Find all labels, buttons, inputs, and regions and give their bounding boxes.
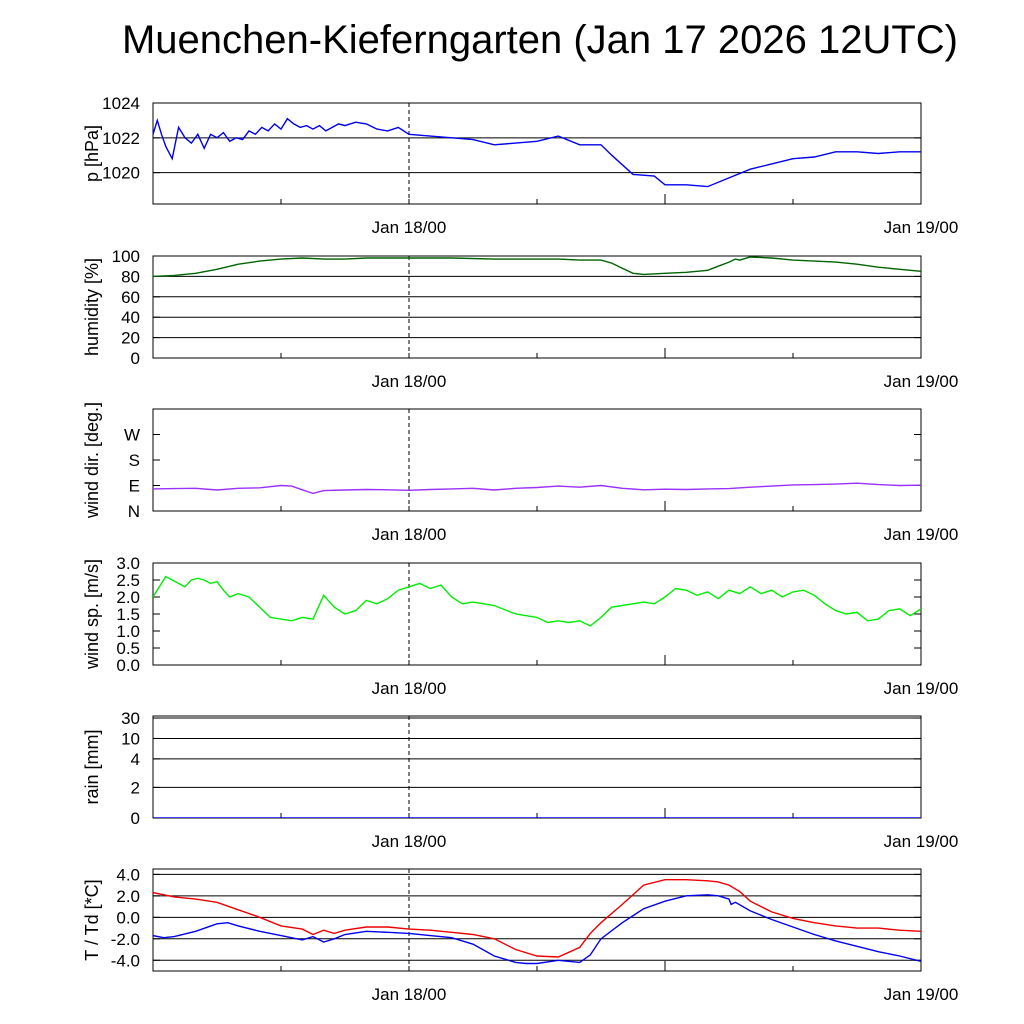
- y-tick-label: 4: [131, 750, 140, 769]
- y-tick-label: 1022: [102, 129, 140, 148]
- x-tick-label: Jan 19/00: [884, 218, 959, 237]
- y-tick-label: 10: [121, 729, 140, 748]
- y-tick-label: S: [129, 451, 140, 470]
- y-axis-label: wind dir. [deg.]: [82, 402, 102, 519]
- y-tick-label: 0.0: [116, 908, 140, 927]
- y-tick-label: E: [129, 477, 140, 496]
- series-line-pressure: [153, 117, 921, 188]
- y-tick-label: 2.0: [116, 588, 140, 607]
- y-tick-label: 80: [121, 267, 140, 286]
- y-tick-label: W: [124, 426, 140, 445]
- x-tick-label: Jan 18/00: [372, 679, 447, 698]
- series-line-humidity: [153, 256, 921, 278]
- y-axis-label: humidity [%]: [82, 258, 102, 356]
- y-tick-label: -4.0: [111, 951, 140, 970]
- x-tick-label: Jan 18/00: [372, 525, 447, 544]
- plot-frame: [152, 562, 922, 666]
- y-tick-label: 100: [112, 247, 140, 266]
- y-axis-label: rain [mm]: [82, 729, 102, 804]
- y-tick-label: 1024: [102, 94, 140, 113]
- series-line-td: [153, 894, 921, 965]
- series-line-wind-speed: [153, 575, 921, 627]
- plot-frame: [152, 255, 922, 359]
- y-tick-label: 20: [121, 329, 140, 348]
- y-tick-label: 2.0: [116, 887, 140, 906]
- x-tick-label: Jan 19/00: [884, 679, 959, 698]
- y-tick-label: 60: [121, 288, 140, 307]
- y-axis-label: T / Td [*C]: [82, 879, 102, 960]
- series-line-t: [153, 879, 921, 958]
- y-tick-label: 2.5: [116, 571, 140, 590]
- plot-frame: [152, 102, 922, 205]
- y-axis-label: wind sp. [m/s]: [82, 559, 102, 670]
- y-tick-label: 30: [121, 709, 140, 728]
- x-tick-label: Jan 18/00: [372, 832, 447, 851]
- y-tick-label: 1.5: [116, 605, 140, 624]
- y-tick-label: N: [128, 502, 140, 521]
- y-tick-label: -2.0: [111, 930, 140, 949]
- x-tick-label: Jan 18/00: [372, 372, 447, 391]
- chart-title: Muenchen-Kieferngarten (Jan 17 2026 12UT…: [121, 18, 959, 62]
- series-line-wind-direction: [153, 482, 921, 495]
- y-tick-label: 3.0: [116, 554, 140, 573]
- y-tick-label: 0.0: [116, 656, 140, 675]
- plot-frame: [152, 715, 922, 819]
- y-tick-label: 1020: [102, 164, 140, 183]
- y-axis-label: p [hPa]: [82, 125, 102, 182]
- x-tick-label: Jan 19/00: [884, 985, 959, 1004]
- y-tick-label: 0.5: [116, 639, 140, 658]
- panel-6: -4.0 -2.0 0.0 2.0 4.0 Jan 18/00 Jan 19/00 T / T…: [82, 865, 958, 1004]
- x-tick-label: Jan 19/00: [884, 832, 959, 851]
- x-tick-label: Jan 18/00: [372, 985, 447, 1004]
- y-tick-label: 0: [131, 809, 140, 828]
- y-tick-label: 1.0: [116, 622, 140, 641]
- plot-frame: [152, 408, 922, 512]
- y-tick-label: 0: [131, 349, 140, 368]
- x-tick-label: Jan 18/00: [372, 218, 447, 237]
- y-tick-label: 2: [131, 778, 140, 797]
- y-tick-label: 4.0: [116, 865, 140, 884]
- panel-4: 0.00.51.01.52.02.53.0 Jan 18/00 Jan 19/00 w…: [82, 554, 958, 698]
- x-tick-label: Jan 19/00: [884, 372, 959, 391]
- x-tick-label: Jan 19/00: [884, 525, 959, 544]
- panel-1: 1020 1022 1024 Jan 18/00 Jan 19/00 p [hPa]: [82, 94, 958, 237]
- y-tick-label: 40: [121, 308, 140, 327]
